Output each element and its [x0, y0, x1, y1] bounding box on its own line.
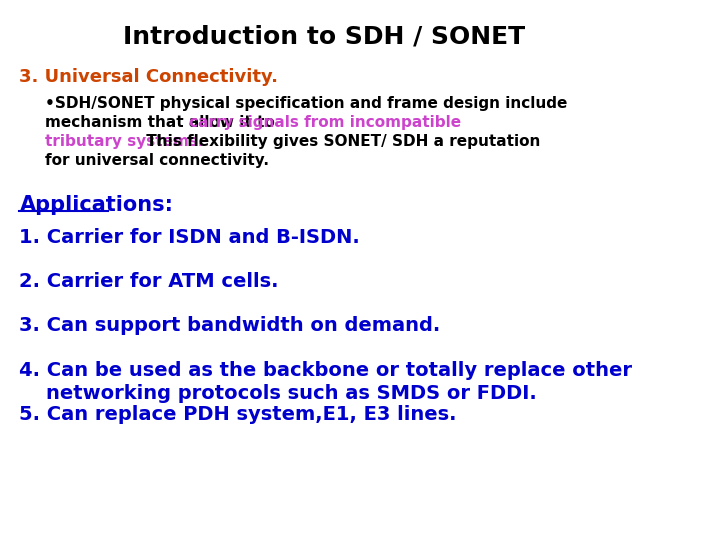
Text: 5. Can replace PDH system,E1, E3 lines.: 5. Can replace PDH system,E1, E3 lines. [19, 405, 457, 424]
Text: 4. Can be used as the backbone or totally replace other
    networking protocols: 4. Can be used as the backbone or totall… [19, 361, 632, 403]
Text: •SDH/SONET physical specification and frame design include: •SDH/SONET physical specification and fr… [45, 96, 568, 111]
Text: carry signals from incompatible: carry signals from incompatible [189, 115, 461, 130]
Text: mechanism that allow it to: mechanism that allow it to [45, 115, 280, 130]
Text: Applications:: Applications: [19, 195, 174, 215]
Text: tributary systems.: tributary systems. [45, 134, 204, 149]
Text: 3. Universal Connectivity.: 3. Universal Connectivity. [19, 68, 279, 85]
Text: for universal connectivity.: for universal connectivity. [45, 153, 269, 168]
Text: 2. Carrier for ATM cells.: 2. Carrier for ATM cells. [19, 272, 279, 291]
Text: 1. Carrier for ISDN and B-ISDN.: 1. Carrier for ISDN and B-ISDN. [19, 228, 360, 247]
Text: This flexibility gives SONET/ SDH a reputation: This flexibility gives SONET/ SDH a repu… [141, 134, 541, 149]
Text: Introduction to SDH / SONET: Introduction to SDH / SONET [123, 24, 525, 48]
Text: 3. Can support bandwidth on demand.: 3. Can support bandwidth on demand. [19, 316, 441, 335]
